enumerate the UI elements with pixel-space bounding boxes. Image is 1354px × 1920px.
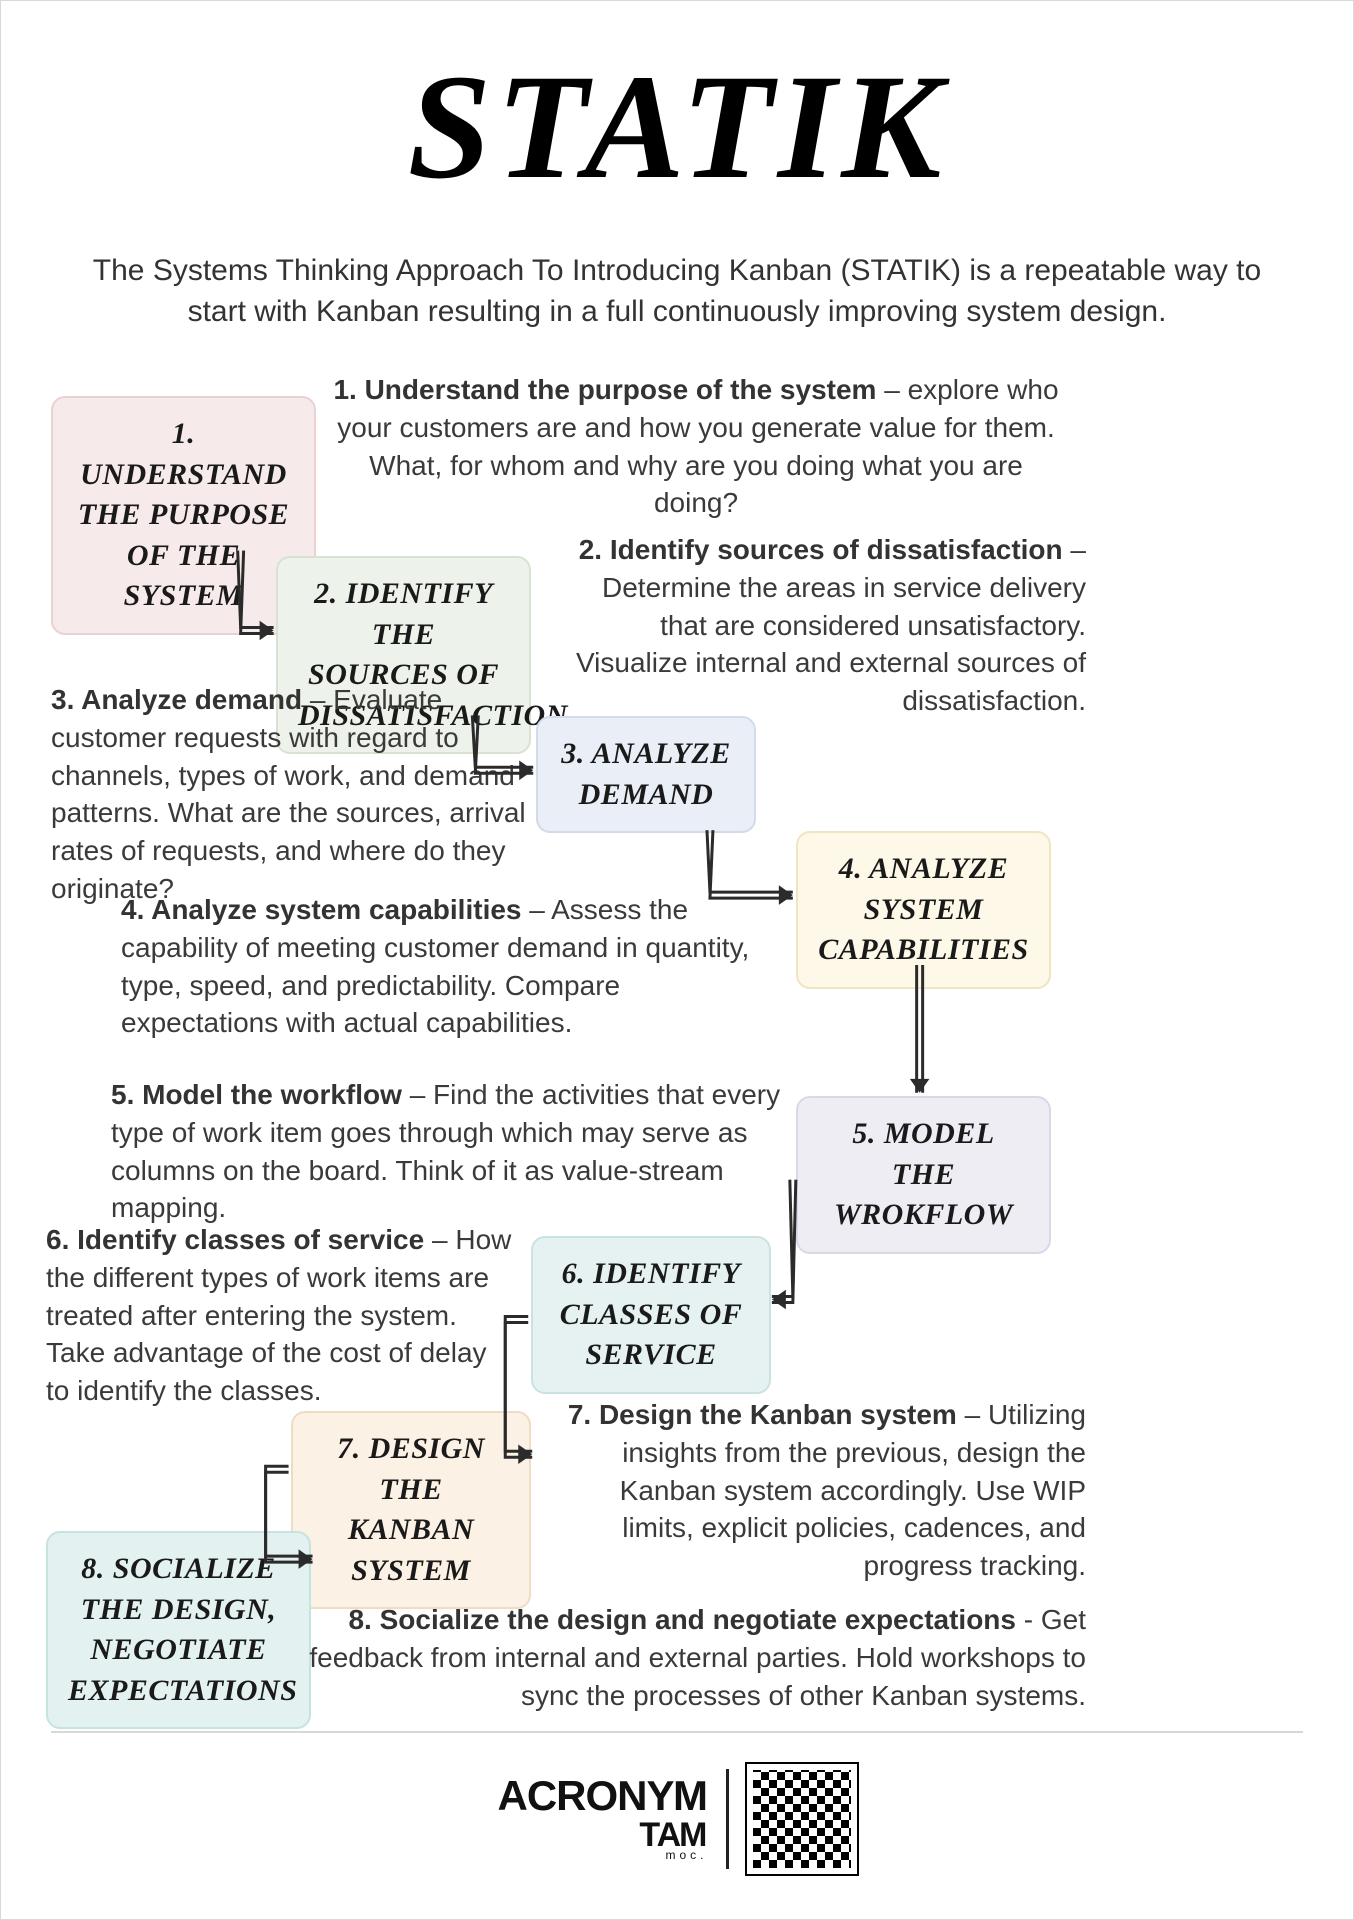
- footer: ACRONYM TAM moc.: [1, 1756, 1353, 1882]
- step-box-b4: 4. Analyze System Capabilities: [796, 831, 1051, 989]
- step-box-b7: 7. Design The Kanban System: [291, 1411, 531, 1609]
- step-description-d6: 6. Identify classes of service – How the…: [46, 1221, 516, 1410]
- footer-separator: [726, 1769, 729, 1869]
- brand-url: moc.: [497, 1850, 707, 1860]
- step-description-d8: 8. Socialize the design and negotiate ex…: [271, 1601, 1086, 1714]
- step-description-d2: 2. Identify sources of dissatisfaction –…: [556, 531, 1086, 720]
- step-box-b5: 5. Model The Wrokflow: [796, 1096, 1051, 1254]
- brand-flip: M: [674, 1778, 708, 1814]
- brand-flip2: M: [680, 1821, 707, 1850]
- brand-logo: ACRONYM TAM moc.: [497, 1778, 707, 1860]
- footer-divider: [51, 1731, 1303, 1733]
- step-box-b3: 3. Analyze Demand: [536, 716, 756, 833]
- page: Statik The Systems Thinking Approach To …: [0, 0, 1354, 1920]
- step-description-d7: 7. Design the Kanban system – Utilizing …: [556, 1396, 1086, 1585]
- qr-code-icon: [747, 1764, 857, 1874]
- page-title: Statik: [1, 41, 1353, 213]
- step-box-b6: 6. Identify Classes of Service: [531, 1236, 771, 1394]
- step-description-d1: 1. Understand the purpose of the system …: [331, 371, 1061, 522]
- page-subtitle: The Systems Thinking Approach To Introdu…: [61, 251, 1293, 332]
- brand-line1: ACRONY: [497, 1772, 673, 1819]
- step-description-d3: 3. Analyze demand – Evaluate customer re…: [51, 681, 531, 908]
- step-description-d4: 4. Analyze system capabilities – Assess …: [121, 891, 781, 1042]
- step-description-d5: 5. Model the workflow – Find the activit…: [111, 1076, 781, 1227]
